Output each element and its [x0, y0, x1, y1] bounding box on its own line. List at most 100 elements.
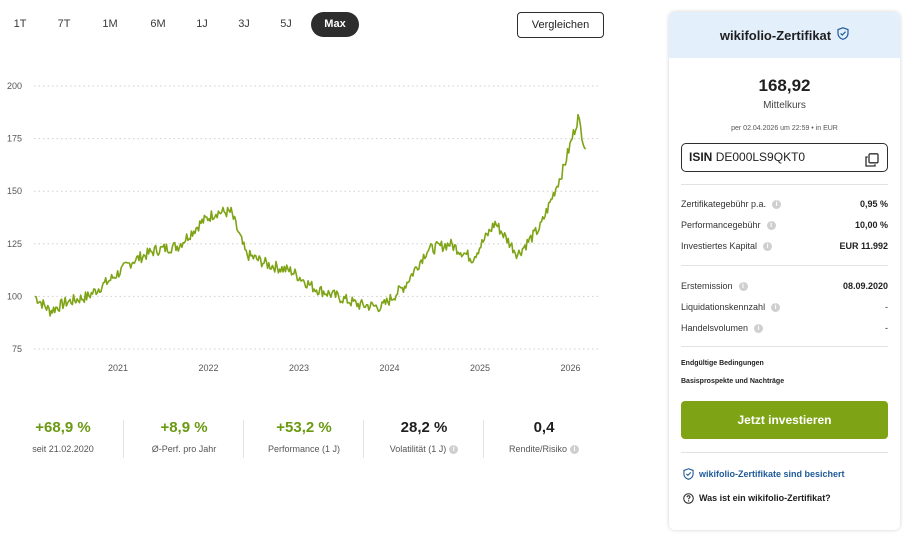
stat-value: 28,2 % — [400, 419, 448, 436]
tab-max[interactable]: Max — [311, 12, 359, 37]
fee-value: 0,95 % — [859, 199, 888, 209]
stat-perf-1j: +53,2 % Performance (1 J) — [244, 418, 364, 455]
y-tick-label: 175 — [7, 134, 22, 144]
what-is-link[interactable]: Was ist ein wikifolio-Zertifikat? — [683, 491, 900, 505]
fee-row: Investiertes Kapital i EUR 11.992 — [681, 236, 888, 257]
spacer — [669, 391, 900, 401]
stat-divider — [483, 420, 484, 458]
spacer — [669, 266, 900, 276]
question-circle-icon — [683, 492, 694, 504]
invest-now-button[interactable]: Jetzt investieren — [681, 401, 888, 439]
stat-divider — [363, 420, 364, 458]
tab-1j[interactable]: 1J — [196, 18, 208, 30]
spacer — [669, 257, 900, 265]
y-tick-label: 150 — [7, 186, 22, 196]
info-icon[interactable]: i — [771, 303, 781, 313]
info-icon[interactable]: i — [449, 445, 459, 455]
fee-key: Zertifikategebühr p.a. — [681, 199, 767, 209]
stat-return-risk: 0,4 Rendite/Risiko i — [484, 418, 604, 455]
y-tick-label: 125 — [7, 239, 22, 249]
tab-7t[interactable]: 7T — [57, 18, 71, 30]
x-tick-label: 2025 — [470, 363, 490, 373]
tab-6m[interactable]: 6M — [150, 18, 166, 30]
detail-value: - — [885, 302, 888, 312]
stat-since-start: +68,9 % seit 21.02.2020 — [3, 418, 123, 455]
stat-value: +53,2 % — [276, 419, 332, 436]
stat-label: Volatilität (1 J) — [389, 444, 447, 454]
isin-box: ISIN DE000LS9QKT0 — [681, 143, 888, 172]
tab-1t[interactable]: 1T — [13, 18, 27, 30]
fee-key-row: Performancegebühr i — [681, 215, 776, 236]
info-icon[interactable]: i — [738, 282, 748, 292]
secured-link[interactable]: wikifolio-Zertifikate sind besichert — [683, 467, 900, 481]
stat-avg-perf: +8,9 % Ø-Perf. pro Jahr — [124, 418, 244, 455]
shield-check-icon — [837, 27, 849, 43]
final-terms-link[interactable]: Endgültige Bedingungen — [681, 360, 764, 367]
spacer — [669, 481, 900, 491]
fee-value: 10,00 % — [854, 220, 888, 230]
divider — [681, 184, 888, 185]
x-tick-label: 2026 — [560, 363, 580, 373]
detail-key: Erstemission — [681, 281, 733, 291]
y-tick-label: 75 — [12, 344, 22, 354]
y-tick-label: 200 — [7, 81, 22, 91]
detail-key-row: Liquidationskennzahl i — [681, 297, 781, 318]
x-tick-label: 2022 — [198, 363, 218, 373]
info-icon[interactable]: i — [763, 242, 773, 252]
fee-key-row: Investiertes Kapital i — [681, 236, 773, 257]
certificate-card: wikifolio-Zertifikat 168,92 Mittelkurs p… — [669, 12, 900, 530]
performance-chart: 200 175 150 125 100 75 2021 2022 2023 2024 2025 20… — [7, 81, 600, 373]
tab-3j[interactable]: 3J — [238, 18, 250, 30]
fee-key: Investiertes Kapital — [681, 241, 758, 251]
fee-row: Performancegebühr i 10,00 % — [681, 215, 888, 236]
detail-value: 08.09.2020 — [842, 281, 888, 291]
tab-1m[interactable]: 1M — [102, 18, 118, 30]
detail-row: Handelsvolumen i - — [681, 318, 888, 339]
stat-value: +8,9 % — [160, 419, 208, 436]
stat-label-row: Volatilität (1 J) i — [364, 443, 484, 455]
stat-label-row: Rendite/Risiko i — [484, 443, 604, 455]
spacer — [669, 439, 900, 452]
price-value: 168,92 — [758, 76, 811, 95]
x-tick-label: 2023 — [289, 363, 309, 373]
spacer — [669, 453, 900, 467]
x-tick-label: 2021 — [108, 363, 128, 373]
stat-label: Performance (1 J) — [267, 444, 341, 454]
detail-row: Erstemission i 08.09.2020 — [681, 276, 888, 297]
what-is-link-label: Was ist ein wikifolio-Zertifikat? — [699, 493, 831, 503]
spacer — [669, 347, 900, 355]
spacer — [669, 172, 900, 184]
divider — [681, 265, 888, 266]
compare-button[interactable]: Vergleichen — [517, 12, 604, 38]
stat-divider — [243, 420, 244, 458]
card-header: wikifolio-Zertifikat — [669, 12, 900, 58]
period-tabs: 1T 7T 1M 6M 1J 3J 5J Max — [0, 12, 370, 37]
stat-value: +68,9 % — [35, 419, 91, 436]
stat-label: Rendite/Risiko — [508, 444, 568, 454]
info-icon[interactable]: i — [766, 221, 776, 231]
info-icon[interactable]: i — [570, 445, 580, 455]
y-tick-label: 100 — [7, 291, 22, 301]
card-title: wikifolio-Zertifikat — [719, 27, 832, 43]
price-label: Mittelkurs — [763, 100, 806, 111]
copy-icon[interactable] — [865, 150, 879, 167]
info-icon[interactable]: i — [754, 324, 764, 334]
x-tick-label: 2024 — [379, 363, 399, 373]
stat-volatility: 28,2 % Volatilität (1 J) i — [364, 418, 484, 455]
prospectus-link[interactable]: Basisprospekte und Nachträge — [681, 378, 785, 385]
detail-key-row: Handelsvolumen i — [681, 318, 764, 339]
info-icon[interactable]: i — [772, 200, 782, 210]
stat-value: 0,4 — [533, 419, 555, 436]
shield-check-icon — [683, 468, 694, 480]
divider — [681, 452, 888, 453]
detail-key-row: Erstemission i — [681, 276, 748, 297]
stat-label: Ø-Perf. pro Jahr — [151, 444, 217, 454]
price-timestamp: per 02.04.2026 um 22:59 • in EUR — [731, 125, 838, 132]
divider — [681, 346, 888, 347]
stats-row: +68,9 % seit 21.02.2020 +8,9 % Ø-Perf. p… — [0, 418, 600, 468]
fee-key: Performancegebühr — [681, 220, 761, 230]
detail-value: - — [885, 323, 888, 333]
tab-5j[interactable]: 5J — [280, 18, 292, 30]
isin-label: ISIN — [689, 150, 713, 164]
detail-key: Liquidationskennzahl — [681, 302, 766, 312]
